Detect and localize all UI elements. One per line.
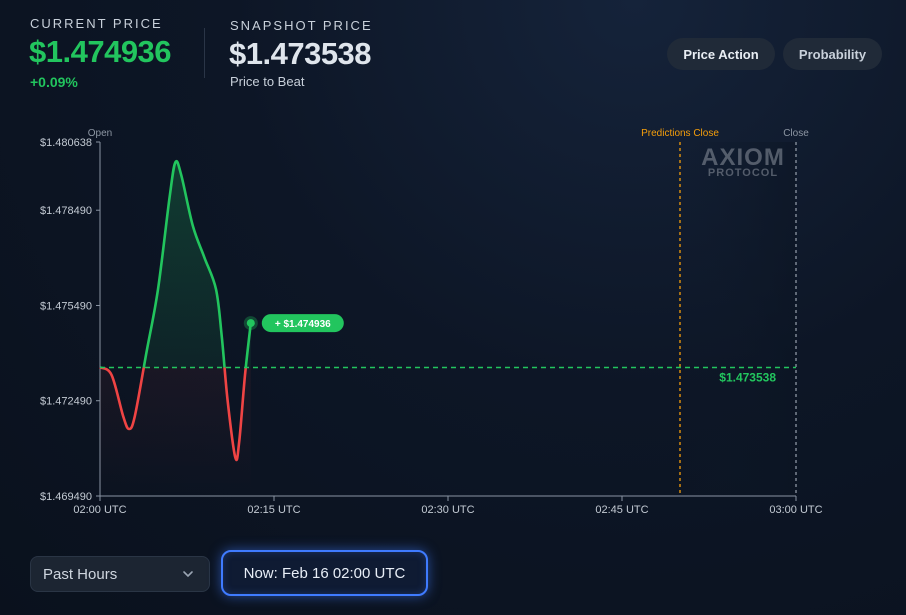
- y-tick-label: $1.480638: [40, 137, 92, 149]
- current-price-pill: [261, 314, 344, 333]
- x-tick-label: 02:45 UTC: [595, 504, 648, 516]
- price-to-beat-label: Price to Beat: [230, 74, 305, 89]
- range-select-value: Past Hours: [43, 565, 118, 583]
- y-tick-label: $1.469490: [40, 491, 92, 503]
- predictions-close-label: Predictions Close: [641, 128, 719, 139]
- chevron-down-icon: [183, 571, 193, 578]
- snapshot-price-value: $1.473538: [229, 36, 372, 71]
- area-fill-up: [100, 161, 251, 368]
- price-line-up: [99, 159, 253, 368]
- price-header: CURRENT PRICE $1.474936 +0.09% SNAPSHOT …: [0, 0, 906, 100]
- y-tick-label: $1.475490: [40, 300, 92, 312]
- current-price-value: $1.474936: [29, 34, 172, 69]
- protocol-logo-text: PROTOCOL: [708, 167, 778, 179]
- tab-probability[interactable]: Probability: [783, 38, 882, 70]
- current-point-dot: [246, 319, 255, 328]
- area-fill-down: [100, 367, 251, 496]
- current-price-pill-label: + $1.474936: [275, 319, 331, 330]
- close-marker-label: Close: [783, 128, 809, 139]
- closed-zone: [680, 142, 796, 496]
- range-select[interactable]: Past Hours: [30, 556, 210, 592]
- y-tick-label: $1.478490: [40, 205, 92, 217]
- x-tick-label: 02:00 UTC: [73, 504, 126, 516]
- header-divider: [204, 28, 205, 78]
- now-button[interactable]: Now: Feb 16 02:00 UTC: [221, 550, 428, 596]
- axiom-logo-text: AXIOM: [701, 144, 785, 171]
- x-tick-label: 03:00 UTC: [769, 504, 822, 516]
- current-price-label: CURRENT PRICE: [30, 16, 163, 31]
- open-marker-label: Open: [88, 128, 112, 139]
- x-tick-label: 02:30 UTC: [421, 504, 474, 516]
- baseline-label: $1.473538: [719, 370, 776, 384]
- x-tick-label: 02:15 UTC: [247, 504, 300, 516]
- price-line-down: [99, 367, 248, 462]
- snapshot-price-label: SNAPSHOT PRICE: [230, 18, 373, 33]
- price-change: +0.09%: [30, 74, 78, 90]
- price-chart: $1.480638 $1.478490 $1.475490 $1.472490 $1.4…: [40, 128, 823, 516]
- y-tick-label: $1.472490: [40, 396, 92, 408]
- tab-price-action[interactable]: Price Action: [667, 38, 775, 70]
